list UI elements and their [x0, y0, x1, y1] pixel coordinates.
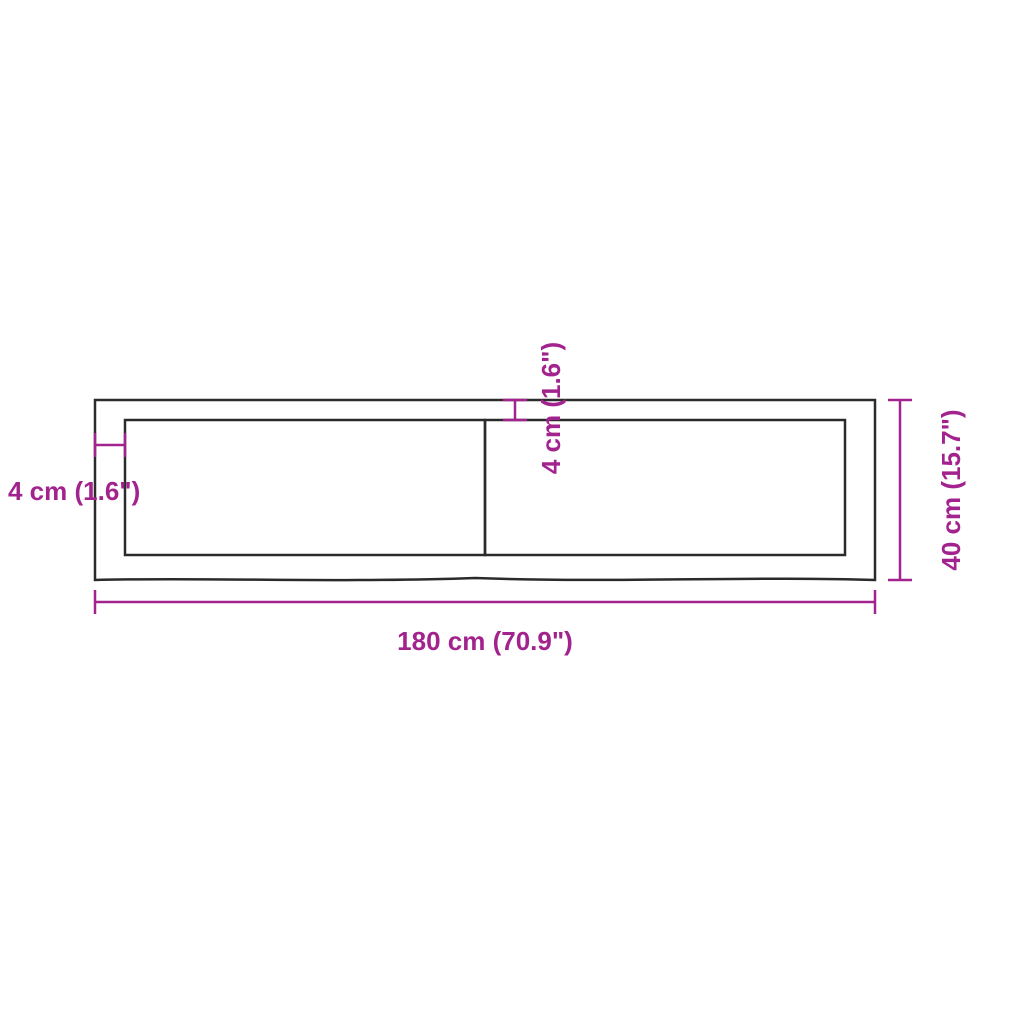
dimension-line-width [95, 590, 875, 614]
dimension-bracket-left-inset [95, 433, 125, 457]
dimension-label-top-inset: 4 cm (1.6") [536, 342, 566, 474]
dimension-label-left-inset: 4 cm (1.6") [8, 476, 140, 506]
dimension-line-height [888, 400, 912, 580]
dimension-label-height: 40 cm (15.7") [936, 409, 966, 570]
inner-panel-left [125, 420, 485, 555]
dimension-diagram: 180 cm (70.9") 40 cm (15.7") 4 cm (1.6")… [0, 0, 1024, 1024]
dimension-label-width: 180 cm (70.9") [397, 626, 573, 656]
dimension-bracket-top-inset [503, 400, 527, 420]
